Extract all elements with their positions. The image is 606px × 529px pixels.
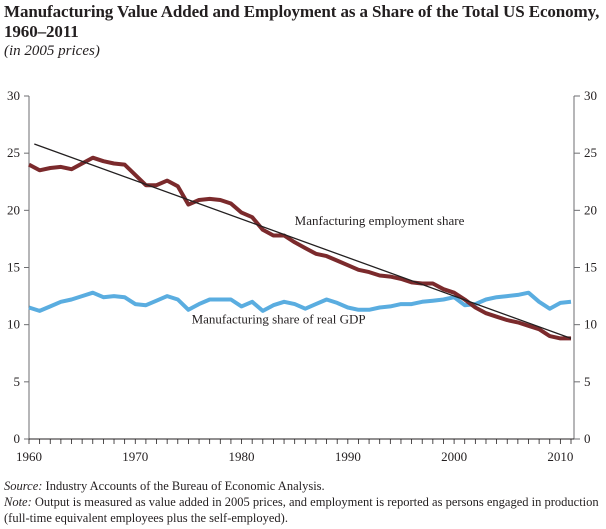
source-line: Source: Industry Accounts of the Bureau … bbox=[4, 478, 606, 494]
y-tick-label-left: 10 bbox=[7, 317, 20, 332]
x-tick-label: 2010 bbox=[547, 449, 573, 464]
gdp-annotation: Manufacturing share of real GDP bbox=[192, 312, 366, 327]
employment-trend-line bbox=[34, 143, 572, 340]
note-line: Note: Output is measured as value added … bbox=[4, 494, 606, 526]
y-tick-label-right: 5 bbox=[584, 374, 591, 389]
y-tick-label-right: 0 bbox=[584, 431, 591, 446]
y-tick-label-left: 20 bbox=[7, 202, 20, 217]
chart-title: Manufacturing Value Added and Employment… bbox=[4, 2, 600, 41]
y-tick-label-left: 5 bbox=[14, 374, 21, 389]
y-tick-label-right: 30 bbox=[584, 88, 597, 103]
x-tick-label: 1970 bbox=[122, 449, 148, 464]
gdp-share-line bbox=[28, 290, 572, 313]
source-text: Industry Accounts of the Bureau of Econo… bbox=[42, 479, 325, 493]
chart-footer: Source: Industry Accounts of the Bureau … bbox=[4, 478, 606, 526]
series-group bbox=[28, 143, 572, 341]
y-tick-label-left: 25 bbox=[7, 145, 20, 160]
x-tick-label: 2000 bbox=[441, 449, 467, 464]
y-tick-label-left: 30 bbox=[7, 88, 20, 103]
y-tick-label-right: 15 bbox=[584, 260, 597, 275]
chart-subtitle: (in 2005 prices) bbox=[4, 43, 100, 59]
y-tick-label-right: 20 bbox=[584, 202, 597, 217]
source-label: Source: bbox=[4, 479, 43, 493]
annotations: Manfacturing employment share Manufacturi… bbox=[192, 213, 465, 326]
y-tick-label-right: 25 bbox=[584, 145, 597, 160]
x-tick-label: 1980 bbox=[229, 449, 255, 464]
y-tick-label-left: 0 bbox=[14, 431, 21, 446]
note-label: Note: bbox=[4, 495, 32, 509]
employment-share-line bbox=[28, 155, 571, 341]
x-tick-label: 1960 bbox=[16, 449, 42, 464]
x-tick-label: 1990 bbox=[335, 449, 361, 464]
axes: 0 0 5 5 10 10 15 15 20 20 25 25 30 30 1960 1970 1980 1990… bbox=[7, 88, 597, 464]
y-tick-label-right: 10 bbox=[584, 317, 597, 332]
note-text: Output is measured as value added in 200… bbox=[4, 495, 599, 525]
y-tick-label-left: 15 bbox=[7, 260, 20, 275]
employment-annotation: Manfacturing employment share bbox=[295, 213, 465, 228]
